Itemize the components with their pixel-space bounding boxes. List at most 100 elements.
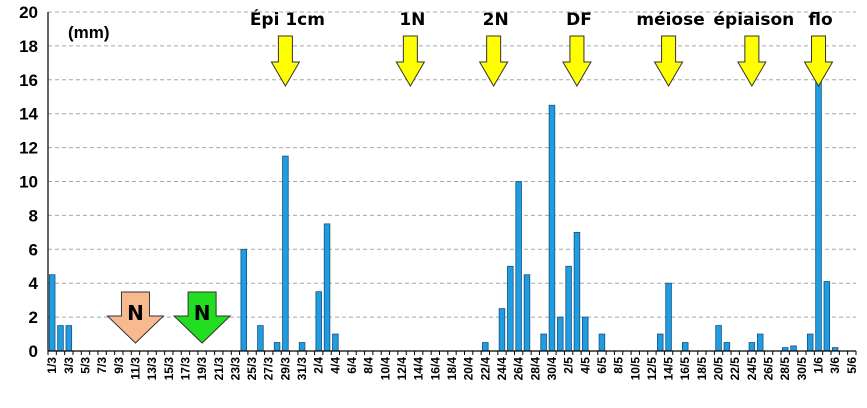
x-tick-label: 12/4 xyxy=(395,357,409,381)
bar-2/6 xyxy=(823,281,831,352)
x-tick-label: 18/5 xyxy=(695,357,709,381)
x-tick-label: 6/5 xyxy=(595,357,609,374)
x-tick-label: 8/5 xyxy=(612,357,626,374)
y-tick-label: 0 xyxy=(29,342,38,361)
bar-29/3 xyxy=(282,155,289,352)
stage-arrow xyxy=(270,35,301,87)
x-tick-label: 31/3 xyxy=(295,357,309,381)
bar-27/4 xyxy=(523,274,531,352)
x-tick-label: 3/6 xyxy=(828,357,842,374)
bar-21/5 xyxy=(723,342,731,352)
x-tick-label: 11/3 xyxy=(128,357,142,380)
y-tick-label: 10 xyxy=(19,173,38,192)
x-tick-label: 26/5 xyxy=(762,357,776,381)
bar-1/5 xyxy=(557,316,564,352)
stage-markers: Épi 1cm 1N 2N DF méiose épiaison flo xyxy=(250,8,834,87)
stage-arrow xyxy=(395,35,426,87)
x-tick-label: 20/4 xyxy=(462,357,476,381)
x-tick-label: 5/6 xyxy=(845,357,859,374)
axes xyxy=(47,12,857,355)
stage-label: méiose xyxy=(636,10,704,30)
x-tick-label: 14/5 xyxy=(662,357,676,381)
bar-31/5 xyxy=(806,333,814,352)
y-tick-label: 14 xyxy=(19,105,38,124)
bar-25/4 xyxy=(507,265,514,352)
bar-3/3 xyxy=(65,325,73,352)
bar-24/4 xyxy=(498,308,506,352)
x-tick-label: 1/6 xyxy=(812,357,826,374)
x-tick-label: 8/4 xyxy=(362,357,376,374)
bar-25/5 xyxy=(756,333,764,352)
bar-16/5 xyxy=(682,342,689,352)
x-tick-label: 26/4 xyxy=(512,357,526,381)
bar-6/5 xyxy=(598,333,606,352)
y-tick-label: 2 xyxy=(29,308,38,327)
stage-label: épiaison xyxy=(714,10,795,30)
x-tick-label: 10/4 xyxy=(378,357,392,381)
x-tick-label: 19/3 xyxy=(195,357,209,381)
x-tick-label: 23/3 xyxy=(228,357,242,381)
unit-label: (mm) xyxy=(68,23,110,42)
y-tick-label: 8 xyxy=(29,206,38,225)
x-tick-label: 13/3 xyxy=(145,357,159,381)
x-tick-label: 22/5 xyxy=(728,357,742,381)
x-tick-label: 24/5 xyxy=(745,357,759,381)
bar-2/4 xyxy=(315,291,322,352)
y-tick-label: 12 xyxy=(19,139,38,158)
x-tick-label: 5/3 xyxy=(78,357,92,374)
x-tick-label: 6/4 xyxy=(345,357,359,374)
bar-29/5 xyxy=(790,345,797,352)
stage-label: DF xyxy=(566,10,592,30)
bar-3/5 xyxy=(573,231,581,352)
bar-24/5 xyxy=(748,342,756,352)
bar-30/4 xyxy=(548,104,556,352)
bar-31/3 xyxy=(298,342,306,352)
x-tick-label: 29/3 xyxy=(278,357,292,381)
x-tick-label: 14/4 xyxy=(412,357,426,381)
stage-arrow xyxy=(478,35,509,87)
x-tick-label: 10/5 xyxy=(628,357,642,381)
x-tick-label: 28/4 xyxy=(528,357,542,381)
x-tick-label: 18/4 xyxy=(445,357,459,381)
bar-2/5 xyxy=(565,265,572,352)
x-tick-label: 17/3 xyxy=(178,357,192,381)
x-tick-label: 22/4 xyxy=(478,357,492,381)
y-tick-label: 16 xyxy=(19,71,38,90)
x-tick-label: 25/3 xyxy=(245,357,259,381)
x-tick-label: 27/3 xyxy=(262,357,276,381)
bar-20/5 xyxy=(715,325,722,352)
bar-1/6 xyxy=(815,79,822,352)
x-tick-label: 24/4 xyxy=(495,357,509,381)
bar-14/5 xyxy=(665,282,672,352)
bar-24/3 xyxy=(240,248,247,352)
y-tick-label: 6 xyxy=(29,240,38,259)
stage-label: 1N xyxy=(399,10,425,30)
x-axis-labels: 1/3 3/3 5/3 7/3 9/3 11/3 13/3 15/3 17/3 19/3 21/3 2… xyxy=(45,357,859,381)
bar-1/3 xyxy=(48,274,56,352)
x-tick-label: 7/3 xyxy=(95,357,109,374)
bars xyxy=(48,79,839,352)
nitrogen-arrow xyxy=(172,291,232,344)
bar-22/4 xyxy=(482,342,489,352)
stage-label: Épi 1cm xyxy=(250,8,325,30)
bar-3/4 xyxy=(323,223,331,352)
x-tick-label: 15/3 xyxy=(162,357,176,381)
x-tick-label: 30/4 xyxy=(545,357,559,381)
bar-2/3 xyxy=(57,325,64,352)
stage-arrow xyxy=(562,35,592,87)
x-tick-label: 30/5 xyxy=(795,357,809,381)
x-tick-label: 1/3 xyxy=(45,357,59,374)
nitrogen-label: N xyxy=(194,301,211,325)
bar-28/3 xyxy=(273,342,281,352)
stage-label: flo xyxy=(808,10,832,30)
x-tick-label: 4/4 xyxy=(328,357,342,374)
x-tick-label: 16/5 xyxy=(678,357,692,381)
x-tick-label: 3/3 xyxy=(62,357,76,374)
gridlines xyxy=(48,11,856,318)
x-tick-label: 20/5 xyxy=(712,357,726,381)
y-tick-label: 18 xyxy=(19,37,38,56)
x-tick-label: 4/5 xyxy=(578,357,592,374)
bar-26/4 xyxy=(515,181,522,352)
